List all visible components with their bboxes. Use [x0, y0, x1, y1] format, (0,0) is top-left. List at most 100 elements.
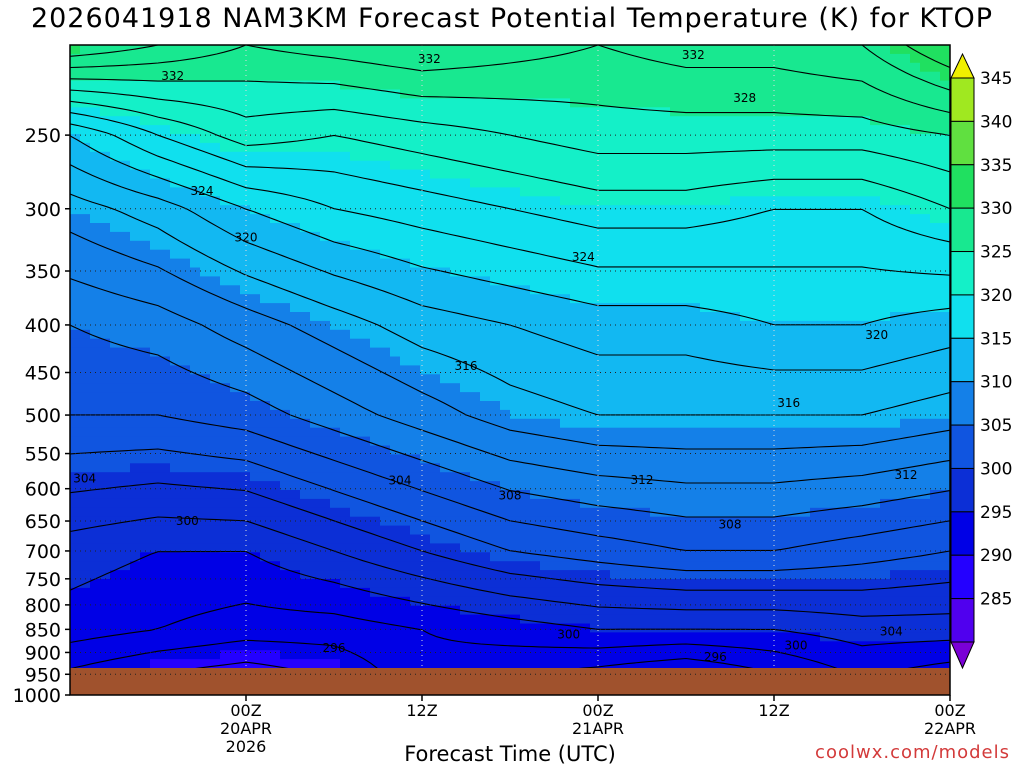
- field-cell: [160, 374, 171, 384]
- field-cell: [380, 258, 391, 269]
- field-cell: [640, 570, 651, 580]
- field-cell: [760, 356, 771, 366]
- field-cell: [160, 258, 171, 269]
- field-cell: [580, 62, 591, 73]
- field-cell: [370, 463, 381, 473]
- field-cell: [360, 472, 371, 482]
- field-cell: [560, 418, 571, 429]
- field-cell: [270, 231, 281, 242]
- field-cell: [770, 276, 781, 286]
- field-cell: [650, 632, 661, 642]
- field-cell: [680, 401, 691, 411]
- field-cell: [110, 276, 121, 286]
- field-cell: [220, 214, 231, 224]
- field-cell: [300, 481, 311, 491]
- field-cell: [570, 205, 581, 215]
- field-cell: [300, 285, 311, 295]
- field-cell: [230, 641, 241, 651]
- field-cell: [510, 587, 521, 598]
- field-cell: [370, 187, 381, 197]
- field-cell: [710, 303, 721, 313]
- field-cell: [580, 490, 591, 500]
- field-cell: [290, 187, 301, 197]
- field-cell: [350, 436, 361, 447]
- field-cell: [170, 267, 181, 277]
- field-cell: [310, 249, 321, 260]
- field-cell: [70, 320, 81, 331]
- field-cell: [580, 160, 591, 171]
- field-cell: [450, 107, 461, 117]
- field-cell: [650, 249, 661, 260]
- field-cell: [690, 418, 701, 429]
- field-cell: [560, 427, 571, 438]
- field-cell: [560, 552, 571, 562]
- field-cell: [750, 561, 761, 571]
- field-cell: [580, 187, 591, 197]
- field-cell: [540, 605, 551, 616]
- field-cell: [310, 62, 321, 73]
- field-cell: [260, 534, 271, 544]
- field-cell: [570, 142, 581, 153]
- field-cell: [710, 178, 721, 188]
- field-cell: [680, 196, 691, 206]
- field-cell: [150, 570, 161, 580]
- field-cell: [290, 641, 301, 651]
- field-cell: [120, 650, 131, 660]
- field-cell: [130, 312, 141, 322]
- field-cell: [670, 196, 681, 206]
- field-cell: [300, 98, 311, 108]
- field-cell: [640, 356, 651, 366]
- field-cell: [340, 116, 351, 126]
- field-cell: [240, 45, 251, 55]
- field-cell: [430, 418, 441, 429]
- field-cell: [510, 392, 521, 402]
- field-cell: [270, 107, 281, 117]
- field-cell: [280, 534, 291, 544]
- field-cell: [730, 320, 741, 331]
- field-cell: [700, 507, 711, 518]
- field-cell: [200, 392, 211, 402]
- field-cell: [730, 365, 741, 375]
- field-cell: [500, 125, 511, 135]
- field-cell: [230, 561, 241, 571]
- field-cell: [550, 178, 561, 188]
- field-cell: [90, 294, 101, 304]
- field-cell: [470, 45, 481, 55]
- field-cell: [110, 561, 121, 571]
- field-cell: [660, 320, 671, 331]
- field-cell: [240, 116, 251, 126]
- field-cell: [360, 276, 371, 286]
- field-cell: [210, 62, 221, 73]
- field-cell: [150, 320, 161, 331]
- field-cell: [230, 89, 241, 99]
- field-cell: [230, 45, 241, 55]
- field-cell: [120, 142, 131, 153]
- field-cell: [430, 134, 441, 144]
- field-cell: [570, 320, 581, 331]
- field-cell: [270, 214, 281, 224]
- field-cell: [240, 134, 251, 144]
- field-cell: [360, 445, 371, 455]
- field-cell: [100, 276, 111, 286]
- field-cell: [320, 427, 331, 438]
- field-cell: [270, 641, 281, 651]
- field-cell: [220, 525, 231, 536]
- field-cell: [640, 392, 651, 402]
- field-cell: [730, 142, 741, 153]
- field-cell: [390, 134, 401, 144]
- field-cell: [560, 303, 571, 313]
- field-cell: [260, 196, 271, 206]
- field-cell: [610, 294, 621, 304]
- field-cell: [180, 249, 191, 260]
- field-cell: [280, 320, 291, 331]
- field-cell: [500, 596, 511, 607]
- field-cell: [750, 338, 761, 349]
- field-cell: [480, 436, 491, 447]
- field-cell: [730, 240, 741, 251]
- field-cell: [610, 267, 621, 277]
- field-cell: [80, 160, 91, 171]
- field-cell: [480, 454, 491, 464]
- field-cell: [140, 151, 151, 162]
- field-cell: [690, 347, 701, 358]
- field-cell: [450, 579, 461, 589]
